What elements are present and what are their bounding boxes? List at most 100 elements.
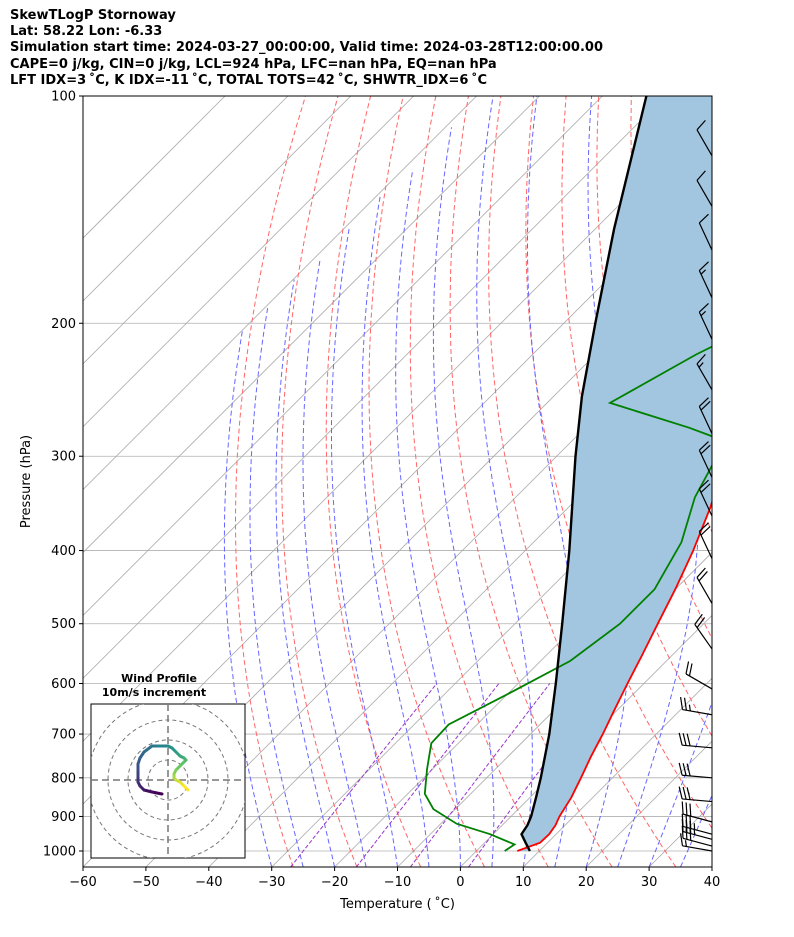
dry-adiabat [729, 96, 794, 867]
location-line: Lat: 58.22 Lon: -6.33 [10, 24, 163, 40]
moist-adiabat [476, 96, 533, 867]
y-axis-label: Pressure (hPa) [19, 435, 34, 528]
hodograph-segment [182, 784, 190, 792]
wind-barb [680, 833, 713, 852]
isotherm [83, 96, 666, 679]
plot-area [83, 96, 794, 867]
x-tick-label: −40 [195, 875, 222, 890]
isotherm [145, 300, 712, 867]
dry-adiabat [281, 96, 358, 867]
isotherm [83, 111, 712, 742]
wind-barb [698, 397, 713, 434]
isotherm [711, 866, 712, 867]
wind-barbs [678, 119, 713, 852]
y-tick-label: 700 [51, 728, 76, 743]
wind-barb [698, 441, 713, 478]
dry-adiabat [525, 96, 712, 829]
wind-barb [681, 801, 713, 823]
time-line: Simulation start time: 2024-03-27_00:00:… [10, 40, 603, 56]
moist-adiabat [275, 279, 336, 867]
mixing-ratio-line [409, 683, 551, 867]
y-tick-label: 200 [51, 317, 76, 332]
dry-adiabat [368, 96, 485, 867]
mixing-ratio-line [290, 683, 438, 867]
wind-barb [685, 661, 713, 690]
y-tick-label: 800 [51, 771, 76, 786]
title-block: SkewTLogP Stornoway Lat: 58.22 Lon: -6.3… [10, 8, 603, 89]
hodograph-title: Wind Profile [121, 672, 197, 685]
x-tick-label: −60 [69, 875, 96, 890]
moist-adiabat [648, 700, 712, 867]
x-tick-label: 10 [515, 875, 532, 890]
y-tick-label: 100 [51, 90, 76, 105]
moist-adiabat [302, 260, 367, 867]
dry-adiabat [235, 96, 306, 867]
isotherm [83, 96, 603, 616]
x-tick-label: −20 [321, 875, 348, 890]
wind-barb [696, 353, 713, 391]
wind-barb [698, 522, 713, 559]
x-tick-label: 20 [578, 875, 595, 890]
x-tick-label: 30 [641, 875, 658, 890]
params-line: CAPE=0 j/kg, CIN=0 j/kg, LCL=924 hPa, LF… [10, 56, 497, 72]
y-tick-label: 500 [51, 617, 76, 632]
isotherm [523, 677, 712, 867]
wind-barb [698, 302, 713, 340]
hodograph-segment [150, 790, 164, 796]
y-tick-label: 600 [51, 677, 76, 692]
y-tick-label: 900 [51, 810, 76, 825]
wind-barb [698, 213, 713, 251]
moist-adiabat [249, 306, 304, 867]
hodograph-subtitle: 10m/s increment [102, 686, 206, 699]
moist-adiabat [361, 194, 430, 867]
wind-barb [696, 567, 713, 604]
wind-barb [694, 613, 713, 650]
x-tick-label: −10 [384, 875, 411, 890]
wind-barb [696, 119, 713, 157]
moist-adiabat [527, 96, 579, 867]
wind-barb [678, 732, 713, 749]
y-tick-label: 1000 [43, 845, 76, 860]
isotherm [83, 96, 352, 365]
moist-adiabat [395, 169, 461, 867]
moist-adiabat [432, 127, 495, 867]
isotherm [83, 96, 540, 554]
x-axis-label: Temperature ( ˚C) [339, 896, 455, 912]
temperature-profile [516, 499, 712, 852]
wind-barb [678, 762, 713, 779]
isotherm [83, 96, 477, 491]
x-tick-label: 0 [456, 875, 464, 890]
dry-adiabat [762, 96, 794, 867]
x-tick-label: 40 [704, 875, 721, 890]
x-tick-label: −30 [258, 875, 285, 890]
wind-barb [678, 786, 713, 803]
chart-title: SkewTLogP Stornoway [10, 8, 176, 23]
moist-adiabat [331, 228, 398, 867]
moist-adiabat [617, 96, 700, 867]
isotherm [334, 489, 712, 867]
mixing-ratio-line [355, 683, 500, 867]
wind-barb [681, 813, 713, 835]
indices-line: LFT IDX=3 ˚C, K IDX=-11 ˚C, TOTAL TOTS=4… [10, 72, 488, 88]
isotherm [397, 551, 712, 867]
moist-adiabat [223, 331, 273, 867]
isotherm [83, 96, 289, 302]
x-tick-label: −50 [132, 875, 159, 890]
wind-barb [698, 479, 713, 517]
dry-adiabat [409, 96, 549, 867]
isotherm [83, 96, 226, 239]
parcel-profile [520, 96, 648, 852]
y-tick-label: 400 [51, 544, 76, 559]
moist-adiabat [711, 865, 712, 867]
wind-barb [696, 170, 713, 207]
hodograph-segment [142, 744, 154, 754]
wind-barb [698, 261, 713, 298]
isotherm [271, 426, 712, 867]
dewpoint-profile [423, 345, 712, 852]
isotherm [83, 96, 414, 428]
y-tick-label: 300 [51, 450, 76, 465]
wind-barb [680, 696, 713, 716]
